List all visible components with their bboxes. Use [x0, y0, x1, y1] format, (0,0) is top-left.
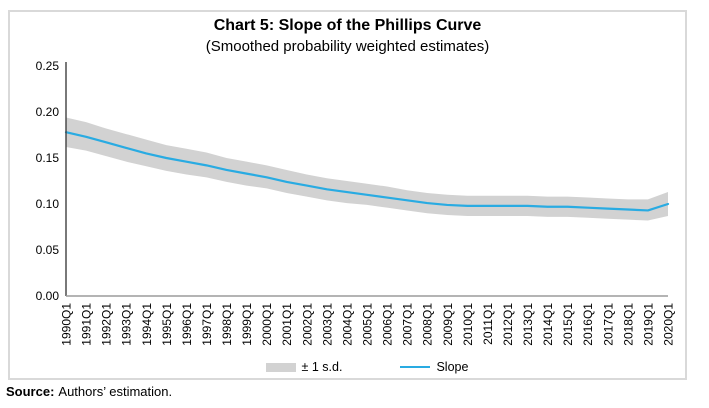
plot-area: 0.00 0.05 0.10 0.15 0.20 0.25 1990Q1 1991Q1 1992…: [36, 59, 676, 346]
x-tick-label: 2004Q1: [340, 303, 354, 346]
x-tick-label: 1993Q1: [120, 303, 134, 346]
x-tick-label: 2010Q1: [461, 303, 475, 346]
source-text: Authors’ estimation.: [58, 384, 173, 399]
x-tick-label: 2005Q1: [361, 303, 375, 346]
x-tick-label: 1999Q1: [240, 303, 254, 346]
x-tick-label: 1994Q1: [140, 303, 154, 346]
sd-band: [66, 117, 668, 221]
legend-item-band: ± 1 s.d.: [265, 360, 343, 374]
x-tick-label: 2020Q1: [662, 303, 676, 346]
legend: ± 1 s.d. Slope: [66, 360, 668, 374]
x-tick-label: 2002Q1: [300, 303, 314, 346]
legend-item-slope: Slope: [400, 360, 468, 374]
slope-legend-line-icon: [400, 366, 431, 368]
x-tick-label: 2003Q1: [320, 303, 334, 346]
source-note: Source: Authors’ estimation.: [6, 384, 172, 399]
chart-container: Chart 5: Slope of the Phillips Curve (Sm…: [8, 10, 687, 380]
x-tick-label: 2011Q1: [481, 303, 495, 345]
x-tick-label: 2008Q1: [421, 303, 435, 346]
x-tick-label: 2017Q1: [601, 303, 615, 346]
x-tick-label: 2014Q1: [541, 303, 555, 346]
band-legend-label: ± 1 s.d.: [301, 360, 343, 374]
x-tick-label: 1990Q1: [60, 303, 74, 346]
source-label: Source:: [6, 384, 55, 399]
x-tick-label: 1996Q1: [180, 303, 194, 346]
x-tick-label: 2016Q1: [581, 303, 595, 346]
x-tick-label: 2006Q1: [381, 303, 395, 346]
x-tick-label: 2019Q1: [641, 303, 655, 346]
chart-title: Chart 5: Slope of the Phillips Curve: [213, 17, 482, 34]
x-tick-label: 2009Q1: [441, 303, 455, 346]
y-tick-label: 0.15: [36, 151, 60, 165]
y-tick-label: 0.05: [36, 243, 60, 257]
x-tick-label: 2001Q1: [280, 303, 294, 346]
x-tick-label: 2007Q1: [401, 303, 415, 346]
x-tick-label: 1991Q1: [80, 303, 94, 346]
x-tick-label: 2015Q1: [561, 303, 575, 346]
x-tick-label: 1992Q1: [100, 303, 114, 346]
x-tick-label: 2000Q1: [260, 303, 274, 346]
x-tick-label: 1998Q1: [220, 303, 234, 346]
x-tick-label: 1995Q1: [160, 303, 174, 346]
x-tick-label: 2013Q1: [521, 303, 535, 346]
x-tick-label: 1997Q1: [200, 303, 214, 346]
band-legend-swatch: [265, 362, 296, 372]
x-tick-label: 2018Q1: [621, 303, 635, 346]
y-tick-label: 0.10: [36, 197, 60, 211]
slope-line: [64, 131, 670, 212]
y-tick-label: 0.00: [36, 289, 60, 303]
y-tick-label: 0.25: [36, 59, 60, 73]
x-tick-label: 2012Q1: [501, 303, 515, 346]
y-tick-label: 0.20: [36, 105, 60, 119]
chart-subtitle: (Smoothed probability weighted estimates…: [205, 38, 490, 55]
slope-legend-label: Slope: [436, 360, 469, 374]
